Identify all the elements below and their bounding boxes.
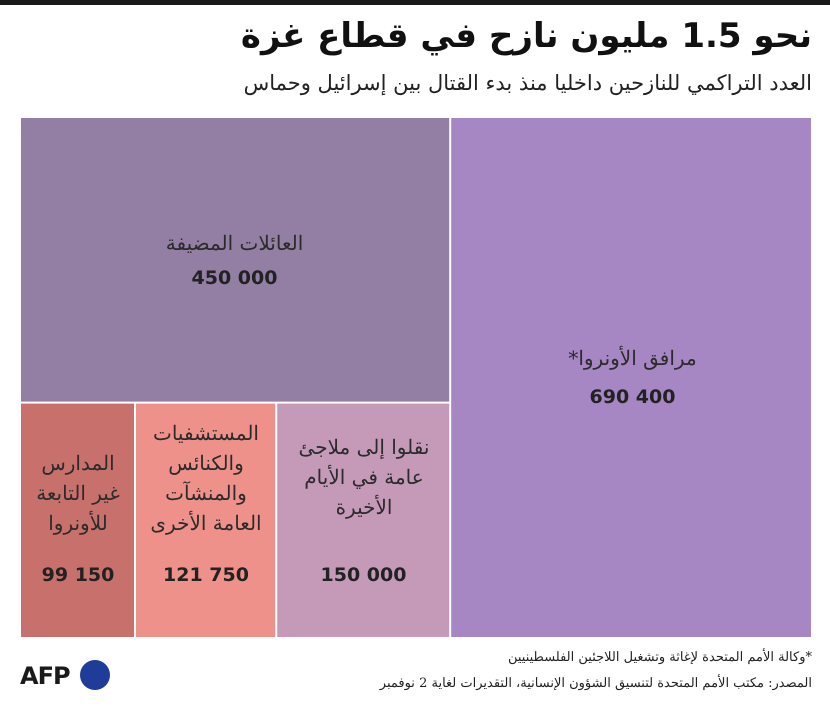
cell-label-host-families: العائلات المضيفة: [165, 231, 304, 255]
top-rule: [0, 0, 830, 5]
cell-value-public-shelters: 150 000: [320, 564, 407, 586]
treemap-cell-host-families: [21, 118, 450, 402]
cell-value-unrwa: 690 400: [589, 386, 676, 408]
cell-value-non-unrwa-schools: 99 150: [41, 564, 115, 586]
afp-logo-dot: [80, 660, 110, 690]
chart-subtitle: العدد التراكمي للنازحين داخليا منذ بدء ا…: [243, 71, 812, 95]
cell-label-non-unrwa-schools: المدارس غير التابعة للأونروا: [36, 451, 120, 535]
cell-value-host-families: 450 000: [191, 267, 278, 289]
treemap-cell-hospitals-churches: [136, 403, 276, 637]
cell-label-unrwa: مرافق الأونروا*: [568, 346, 697, 370]
afp-logo-text: AFP: [20, 662, 71, 690]
treemap-cell-public-shelters: [277, 403, 450, 637]
source-note: المصدر: مكتب الأمم المتحدة لتنسيق الشؤون…: [379, 676, 812, 691]
treemap-cell-unrwa: [451, 118, 811, 637]
afp-logo: AFP: [20, 660, 120, 692]
cell-value-hospitals-churches: 121 750: [163, 564, 249, 586]
footnote-unrwa: *وكالة الأمم المتحدة لإغاثة وتشغيل اللاج…: [507, 650, 812, 665]
treemap-cell-non-unrwa-schools: [21, 403, 135, 637]
chart-title: نحو 1.5 مليون نازح في قطاع غزة: [240, 16, 812, 56]
cell-label-hospitals-churches: المستشفيات والكنائس والمنشآت العامة الأخ…: [150, 421, 262, 535]
cell-label-public-shelters: نقلوا إلى ملاجئ عامة في الأيام الأخيرة: [298, 435, 430, 519]
